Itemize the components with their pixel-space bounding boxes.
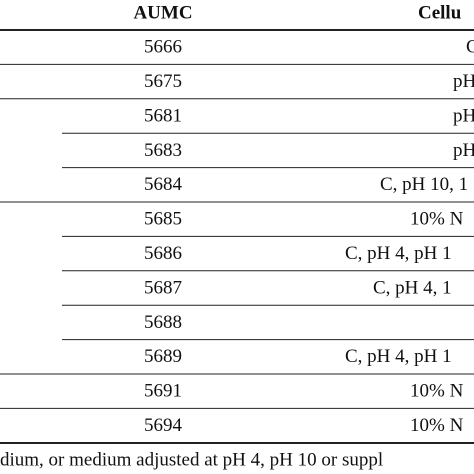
aumc-cell: 5666 xyxy=(144,37,182,58)
aumc-cell: 5687 xyxy=(144,277,182,298)
aumc-cell: 5688 xyxy=(144,312,182,333)
cellulase-cell: C, pH 4, 1 xyxy=(373,277,452,298)
cellulase-cell: C, pH 10, 1 xyxy=(380,174,468,195)
aumc-cell: 5686 xyxy=(144,243,182,264)
aumc-cell: 5683 xyxy=(144,140,182,161)
column-header: AUMC xyxy=(133,2,192,23)
cellulase-cell: C, pH 4, pH 1 xyxy=(345,346,452,367)
aumc-cell: 5694 xyxy=(144,415,183,436)
table-body: 5666 C 5675 pH 5681 pH 5683 pH 5684 C, pH 10, 1 56… xyxy=(0,37,474,436)
cellulase-cell: 10% N xyxy=(410,209,464,230)
aumc-cell: 5675 xyxy=(144,71,182,92)
cellulase-cell: 10% N xyxy=(410,415,464,436)
aumc-cell: 5689 xyxy=(144,346,182,367)
aumc-cell: 5681 xyxy=(144,105,182,126)
footnote: dium, or medium adjusted at pH 4, pH 10 … xyxy=(0,449,383,470)
aumc-cell: 5691 xyxy=(144,381,182,402)
cellulase-cell: pH xyxy=(453,105,474,126)
cellulase-cell: 10% N xyxy=(410,381,464,402)
column-header: Cellu xyxy=(418,2,462,23)
cellulase-cell: pH xyxy=(453,71,474,92)
aumc-cell: 5684 xyxy=(144,174,183,195)
cellulase-cell: pH xyxy=(453,140,474,161)
cellulase-cell: C xyxy=(466,37,474,58)
cellulase-cell: C, pH 4, pH 1 xyxy=(345,243,452,264)
aumc-cell: 5685 xyxy=(144,209,182,230)
